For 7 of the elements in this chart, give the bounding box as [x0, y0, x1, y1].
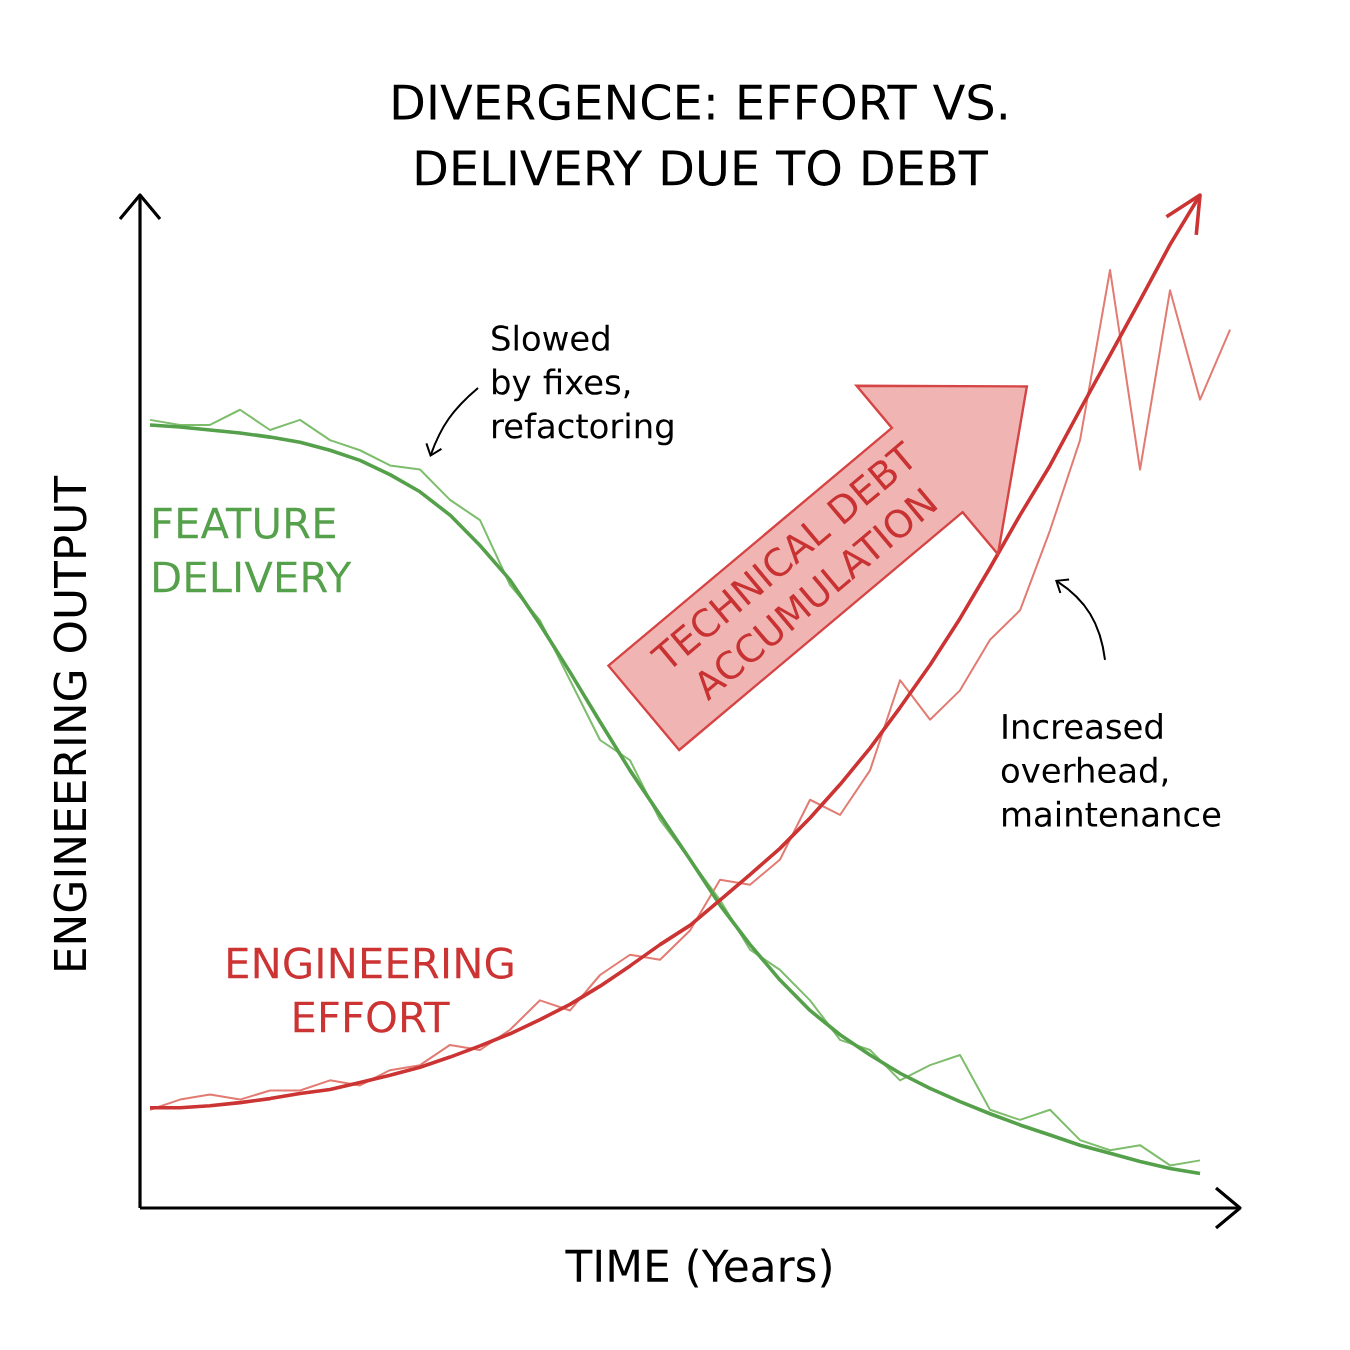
x-axis-title: TIME (Years): [565, 1248, 831, 1288]
annotation: Increased overhead, maintenance: [1001, 713, 1221, 827]
series-label: ENGINEERING EFFORT: [228, 947, 513, 1033]
y-axis-title: ENGINEERING OUTPUT: [53, 475, 87, 970]
series-label: FEATURE DELIVERY: [154, 507, 352, 593]
chart-title: DIVERGENCE: EFFORT VS. DELIVERY DUE TO DEBT: [393, 84, 1006, 186]
annotation: Slowed by fixes, refactoring: [492, 324, 673, 446]
